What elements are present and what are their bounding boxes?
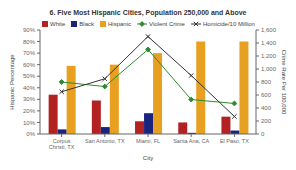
svg-text:1,000: 1,000: [261, 66, 277, 72]
svg-text:City: City: [143, 155, 153, 161]
svg-text:Hispanic Percentage: Hispanic Percentage: [9, 54, 15, 110]
svg-text:1,400: 1,400: [261, 40, 277, 46]
svg-text:90%: 90%: [23, 27, 36, 33]
svg-text:40%: 40%: [23, 85, 36, 91]
svg-text:60%: 60%: [23, 62, 36, 68]
svg-text:400: 400: [261, 105, 272, 111]
svg-text:800: 800: [261, 79, 272, 85]
svg-text:600: 600: [261, 92, 272, 98]
html-text:Black: Black: [79, 21, 94, 27]
svg-text:CorpusChristi, TX: CorpusChristi, TX: [49, 138, 75, 150]
svg-text:80%: 80%: [23, 39, 36, 45]
svg-text:70%: 70%: [23, 50, 36, 56]
svg-text:0: 0: [261, 131, 265, 137]
svg-text:Miami, FL: Miami, FL: [136, 138, 160, 144]
html-text:Homicide/10 Million: Homicide/10 Million: [202, 21, 255, 27]
svg-text:50%: 50%: [23, 73, 36, 79]
svg-text:30%: 30%: [23, 96, 36, 102]
svg-text:20%: 20%: [23, 108, 36, 114]
svg-text:1,600: 1,600: [261, 27, 277, 33]
svg-text:San Antonio, TX: San Antonio, TX: [85, 138, 125, 144]
svg-text:Santa Ana, CA: Santa Ana, CA: [173, 138, 209, 144]
html-text:Hispanic: Hispanic: [108, 21, 131, 27]
svg-text:0%: 0%: [26, 131, 35, 137]
svg-text:Crime Rate Per 100,000: Crime Rate Per 100,000: [281, 50, 287, 115]
html-text:6. Five Most Hispanic Cities,: 6. Five Most Hispanic Cities, Population…: [49, 9, 247, 16]
svg-text:1,200: 1,200: [261, 53, 277, 59]
html-text:White: White: [50, 21, 66, 27]
svg-text:El Paso, TX: El Paso, TX: [220, 138, 249, 144]
html-text:Violent Crime: Violent Crime: [149, 21, 185, 27]
svg-text:200: 200: [261, 118, 272, 124]
svg-text:10%: 10%: [23, 120, 36, 126]
